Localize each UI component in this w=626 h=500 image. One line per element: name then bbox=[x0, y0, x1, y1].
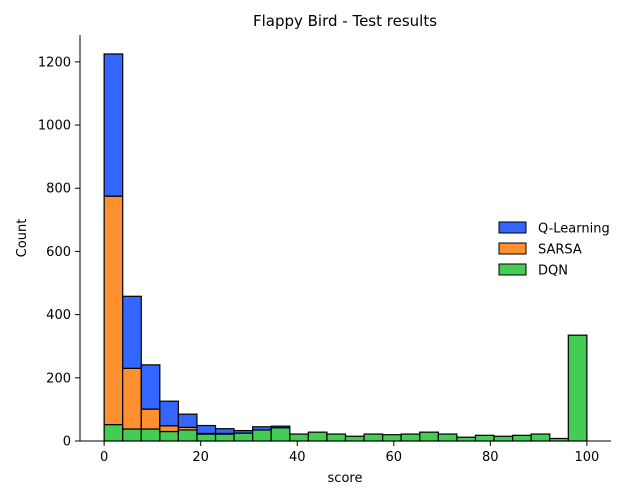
x-tick-label: 20 bbox=[192, 450, 209, 465]
y-tick-label: 0 bbox=[63, 435, 71, 450]
bar-dqn-bin-17 bbox=[419, 431, 439, 442]
bar-dqn-bin-20 bbox=[474, 434, 495, 442]
bar-q-learning-bin-3 bbox=[159, 400, 180, 427]
bar-q-learning-bin-4 bbox=[177, 413, 198, 429]
y-tick-label: 400 bbox=[46, 308, 71, 323]
bar-dqn-bin-19 bbox=[456, 436, 477, 442]
bar-dqn-bin-7 bbox=[233, 432, 254, 442]
bar-dqn-bin-21 bbox=[493, 435, 514, 442]
bar-dqn-bin-23 bbox=[530, 433, 551, 442]
bar-dqn-bin-1 bbox=[122, 428, 142, 442]
x-tick-label: 0 bbox=[100, 450, 108, 465]
y-tick-label: 1000 bbox=[38, 119, 71, 134]
bar-q-learning-bin-0 bbox=[103, 53, 124, 197]
legend-label: Q-Learning bbox=[538, 222, 610, 237]
legend-label: DQN bbox=[538, 264, 568, 279]
legend-swatch-q-learning bbox=[498, 221, 527, 234]
x-tick-label: 100 bbox=[574, 450, 599, 465]
chart-title: Flappy Bird - Test results bbox=[253, 12, 437, 30]
x-tick-label: 40 bbox=[289, 450, 306, 465]
legend: Q-Learning SARSA DQN bbox=[498, 221, 610, 279]
legend-label: SARSA bbox=[538, 243, 582, 258]
bar-dqn-bin-2 bbox=[140, 428, 161, 442]
bar-dqn-bin-18 bbox=[437, 433, 458, 442]
y-tick-label: 800 bbox=[46, 182, 71, 197]
bar-dqn-bin-16 bbox=[400, 433, 421, 442]
bar-dqn-bin-14 bbox=[363, 433, 384, 442]
bar-q-learning-bin-7 bbox=[233, 429, 254, 434]
x-tick-label: 80 bbox=[482, 450, 499, 465]
bar-q-learning-bin-1 bbox=[122, 295, 142, 369]
bar-dqn-bin-15 bbox=[382, 434, 402, 442]
bar-dqn-bin-6 bbox=[214, 433, 235, 442]
bar-q-learning-bin-2 bbox=[140, 364, 161, 410]
bar-dqn-bin-5 bbox=[196, 433, 217, 442]
bars-group bbox=[103, 53, 588, 442]
bar-dqn-bin-10 bbox=[289, 433, 309, 442]
bar-dqn-bin-8 bbox=[252, 429, 272, 442]
bar-sarsa-bin-0 bbox=[103, 195, 124, 426]
x-axis: 0 20 40 60 80 100 bbox=[100, 441, 599, 465]
legend-swatch-dqn bbox=[498, 263, 527, 276]
bar-dqn-bin-11 bbox=[307, 431, 328, 442]
bar-sarsa-bin-1 bbox=[122, 367, 142, 430]
legend-swatch-sarsa bbox=[498, 242, 527, 255]
y-tick-label: 200 bbox=[46, 371, 71, 386]
x-tick-label: 60 bbox=[385, 450, 402, 465]
bar-q-learning-bin-9 bbox=[270, 425, 291, 429]
bar-q-learning-bin-5 bbox=[196, 424, 217, 435]
x-axis-label: score bbox=[328, 471, 363, 486]
bar-dqn-bin-12 bbox=[326, 433, 347, 442]
bar-dqn-bin-3 bbox=[159, 430, 180, 442]
bar-dqn-bin-13 bbox=[344, 435, 365, 442]
bar-dqn-bin-0 bbox=[103, 423, 124, 442]
bar-dqn-bin-25 bbox=[567, 334, 588, 442]
bar-sarsa-bin-2 bbox=[140, 408, 161, 430]
bar-dqn-bin-9 bbox=[270, 427, 291, 442]
y-axis: 0 200 400 600 800 1000 1200 bbox=[38, 55, 80, 450]
bar-dqn-bin-4 bbox=[177, 429, 198, 442]
y-axis-label: Count bbox=[15, 219, 30, 258]
bar-sarsa-bin-3 bbox=[159, 425, 180, 433]
y-tick-label: 600 bbox=[46, 245, 71, 260]
bar-dqn-bin-22 bbox=[511, 434, 532, 442]
bar-q-learning-bin-8 bbox=[252, 426, 272, 431]
bar-q-learning-bin-6 bbox=[214, 428, 235, 435]
y-tick-label: 1200 bbox=[38, 55, 71, 70]
